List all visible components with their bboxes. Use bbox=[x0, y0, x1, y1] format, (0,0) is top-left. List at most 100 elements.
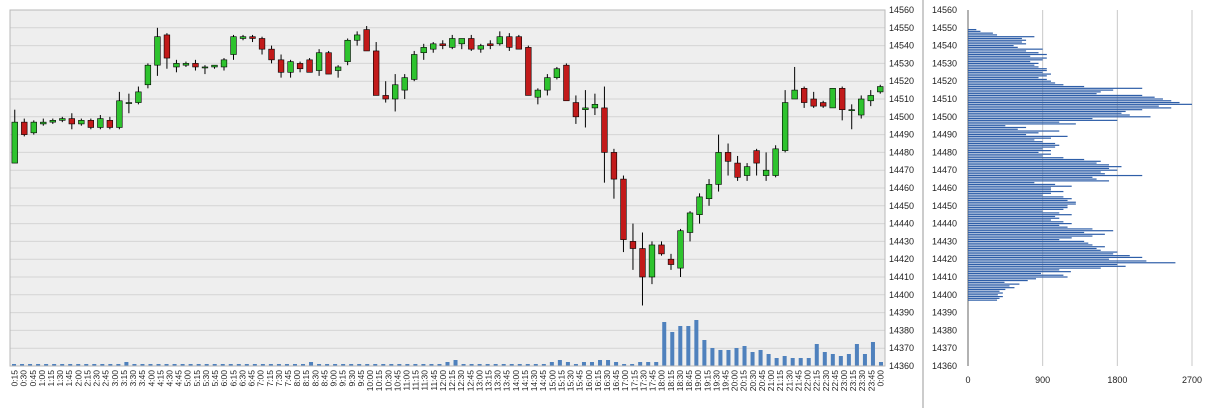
x-tick-label: 3:45 bbox=[137, 370, 147, 387]
profile-bar bbox=[968, 262, 1176, 264]
profile-bar bbox=[968, 176, 1093, 178]
profile-bar bbox=[968, 198, 1072, 200]
profile-y-tick-label: 14360 bbox=[932, 361, 957, 371]
profile-bar bbox=[968, 139, 1035, 141]
candle-body bbox=[601, 107, 608, 153]
candle-body bbox=[173, 63, 180, 68]
candle-body bbox=[325, 52, 332, 75]
profile-bar bbox=[968, 66, 1039, 68]
profile-bar bbox=[968, 53, 1047, 56]
profile-x-tick-label: 900 bbox=[1035, 375, 1050, 385]
profile-bar bbox=[968, 249, 1101, 251]
x-tick-label: 15:45 bbox=[575, 370, 585, 392]
candlestick-chart: 14360 14370 14380 14390 14400 14410 14420 14430… bbox=[9, 5, 914, 392]
profile-bar bbox=[968, 71, 1043, 73]
candle-body bbox=[430, 43, 437, 50]
volume-bar bbox=[557, 360, 562, 366]
x-tick-label: 1:00 bbox=[37, 370, 47, 387]
x-tick-label: 3:00 bbox=[110, 370, 120, 387]
profile-bar bbox=[968, 258, 1110, 260]
profile-bar bbox=[968, 78, 1047, 81]
x-tick-label: 19:15 bbox=[702, 370, 712, 392]
x-tick-label: 12:00 bbox=[438, 370, 448, 392]
profile-bar bbox=[968, 55, 1031, 57]
profile-bar bbox=[968, 253, 1114, 255]
candle-body bbox=[477, 45, 484, 50]
y-tick-label: 14450 bbox=[889, 201, 914, 211]
profile-bar bbox=[968, 50, 1027, 52]
candle-body bbox=[686, 212, 694, 233]
candle-body bbox=[829, 88, 836, 109]
profile-bar bbox=[968, 274, 1064, 276]
profile-bar bbox=[968, 231, 1085, 234]
volume-bar bbox=[52, 364, 57, 366]
candle-body bbox=[135, 91, 142, 103]
x-tick-label: 17:00 bbox=[620, 370, 630, 392]
profile-y-tick-label: 14560 bbox=[932, 5, 957, 15]
profile-bar bbox=[968, 151, 1039, 153]
candle-body bbox=[658, 244, 665, 255]
volume-bar bbox=[830, 354, 835, 366]
profile-bar bbox=[968, 64, 1035, 66]
profile-bar bbox=[968, 135, 1068, 137]
candle-body bbox=[877, 86, 884, 93]
volume-bar bbox=[421, 364, 426, 366]
x-tick-label: 18:15 bbox=[666, 370, 676, 392]
y-tick-label: 14510 bbox=[889, 94, 914, 104]
profile-bar bbox=[968, 157, 1064, 159]
candle-body bbox=[839, 88, 846, 110]
candle-body bbox=[743, 166, 751, 176]
profile-bar bbox=[968, 210, 1043, 212]
profile-y-tick-label: 14390 bbox=[932, 308, 957, 318]
candle-body bbox=[249, 36, 256, 39]
candle-body bbox=[449, 38, 456, 48]
x-tick-label: 2:45 bbox=[101, 370, 111, 387]
profile-bar bbox=[968, 28, 977, 31]
volume-bar bbox=[517, 364, 522, 366]
y-tick-label: 14380 bbox=[889, 325, 914, 335]
candle-body bbox=[258, 38, 266, 50]
volume-bar bbox=[244, 364, 249, 366]
x-tick-label: 10:15 bbox=[374, 370, 384, 392]
candle-body bbox=[401, 77, 408, 91]
profile-bar bbox=[968, 196, 1064, 198]
candle-body bbox=[287, 61, 294, 73]
volume-bar bbox=[60, 364, 65, 366]
candle-body bbox=[334, 66, 342, 71]
x-tick-label: 5:45 bbox=[210, 370, 220, 387]
profile-bar bbox=[968, 69, 1047, 72]
candle-body bbox=[858, 98, 865, 116]
profile-bar bbox=[968, 105, 1159, 107]
x-tick-label: 8:15 bbox=[301, 370, 311, 387]
volume-bar bbox=[140, 364, 145, 366]
profile-bar bbox=[968, 233, 1105, 235]
x-tick-label: 14:45 bbox=[538, 370, 548, 392]
profile-bar bbox=[968, 39, 1027, 41]
x-tick-label: 14:00 bbox=[511, 370, 521, 392]
candle-body bbox=[144, 64, 152, 86]
volume-bar bbox=[862, 354, 867, 366]
candle-body bbox=[677, 230, 684, 269]
profile-bar bbox=[968, 155, 1043, 157]
candle-body bbox=[667, 258, 675, 265]
profile-y-tick-label: 14490 bbox=[932, 130, 957, 140]
candle-body bbox=[820, 102, 827, 107]
volume-bar bbox=[589, 362, 595, 366]
candle-body bbox=[867, 95, 874, 102]
profile-bar bbox=[968, 190, 1064, 193]
profile-bar bbox=[968, 263, 1118, 266]
profile-y-tick-label: 14520 bbox=[932, 76, 957, 86]
y-tick-label: 14430 bbox=[889, 236, 914, 246]
candle-body bbox=[411, 54, 418, 80]
volume-bar bbox=[806, 358, 811, 366]
profile-bar bbox=[968, 128, 1018, 130]
x-tick-label: 3:15 bbox=[119, 370, 129, 387]
profile-bar bbox=[968, 150, 1051, 152]
candle-body bbox=[363, 29, 370, 52]
profile-bar bbox=[968, 116, 1151, 118]
profile-bar bbox=[968, 134, 1027, 136]
x-tick-label: 4:30 bbox=[165, 370, 175, 387]
volume-bar bbox=[300, 364, 306, 366]
volume-bar bbox=[276, 364, 281, 366]
volume-bar bbox=[654, 362, 659, 366]
